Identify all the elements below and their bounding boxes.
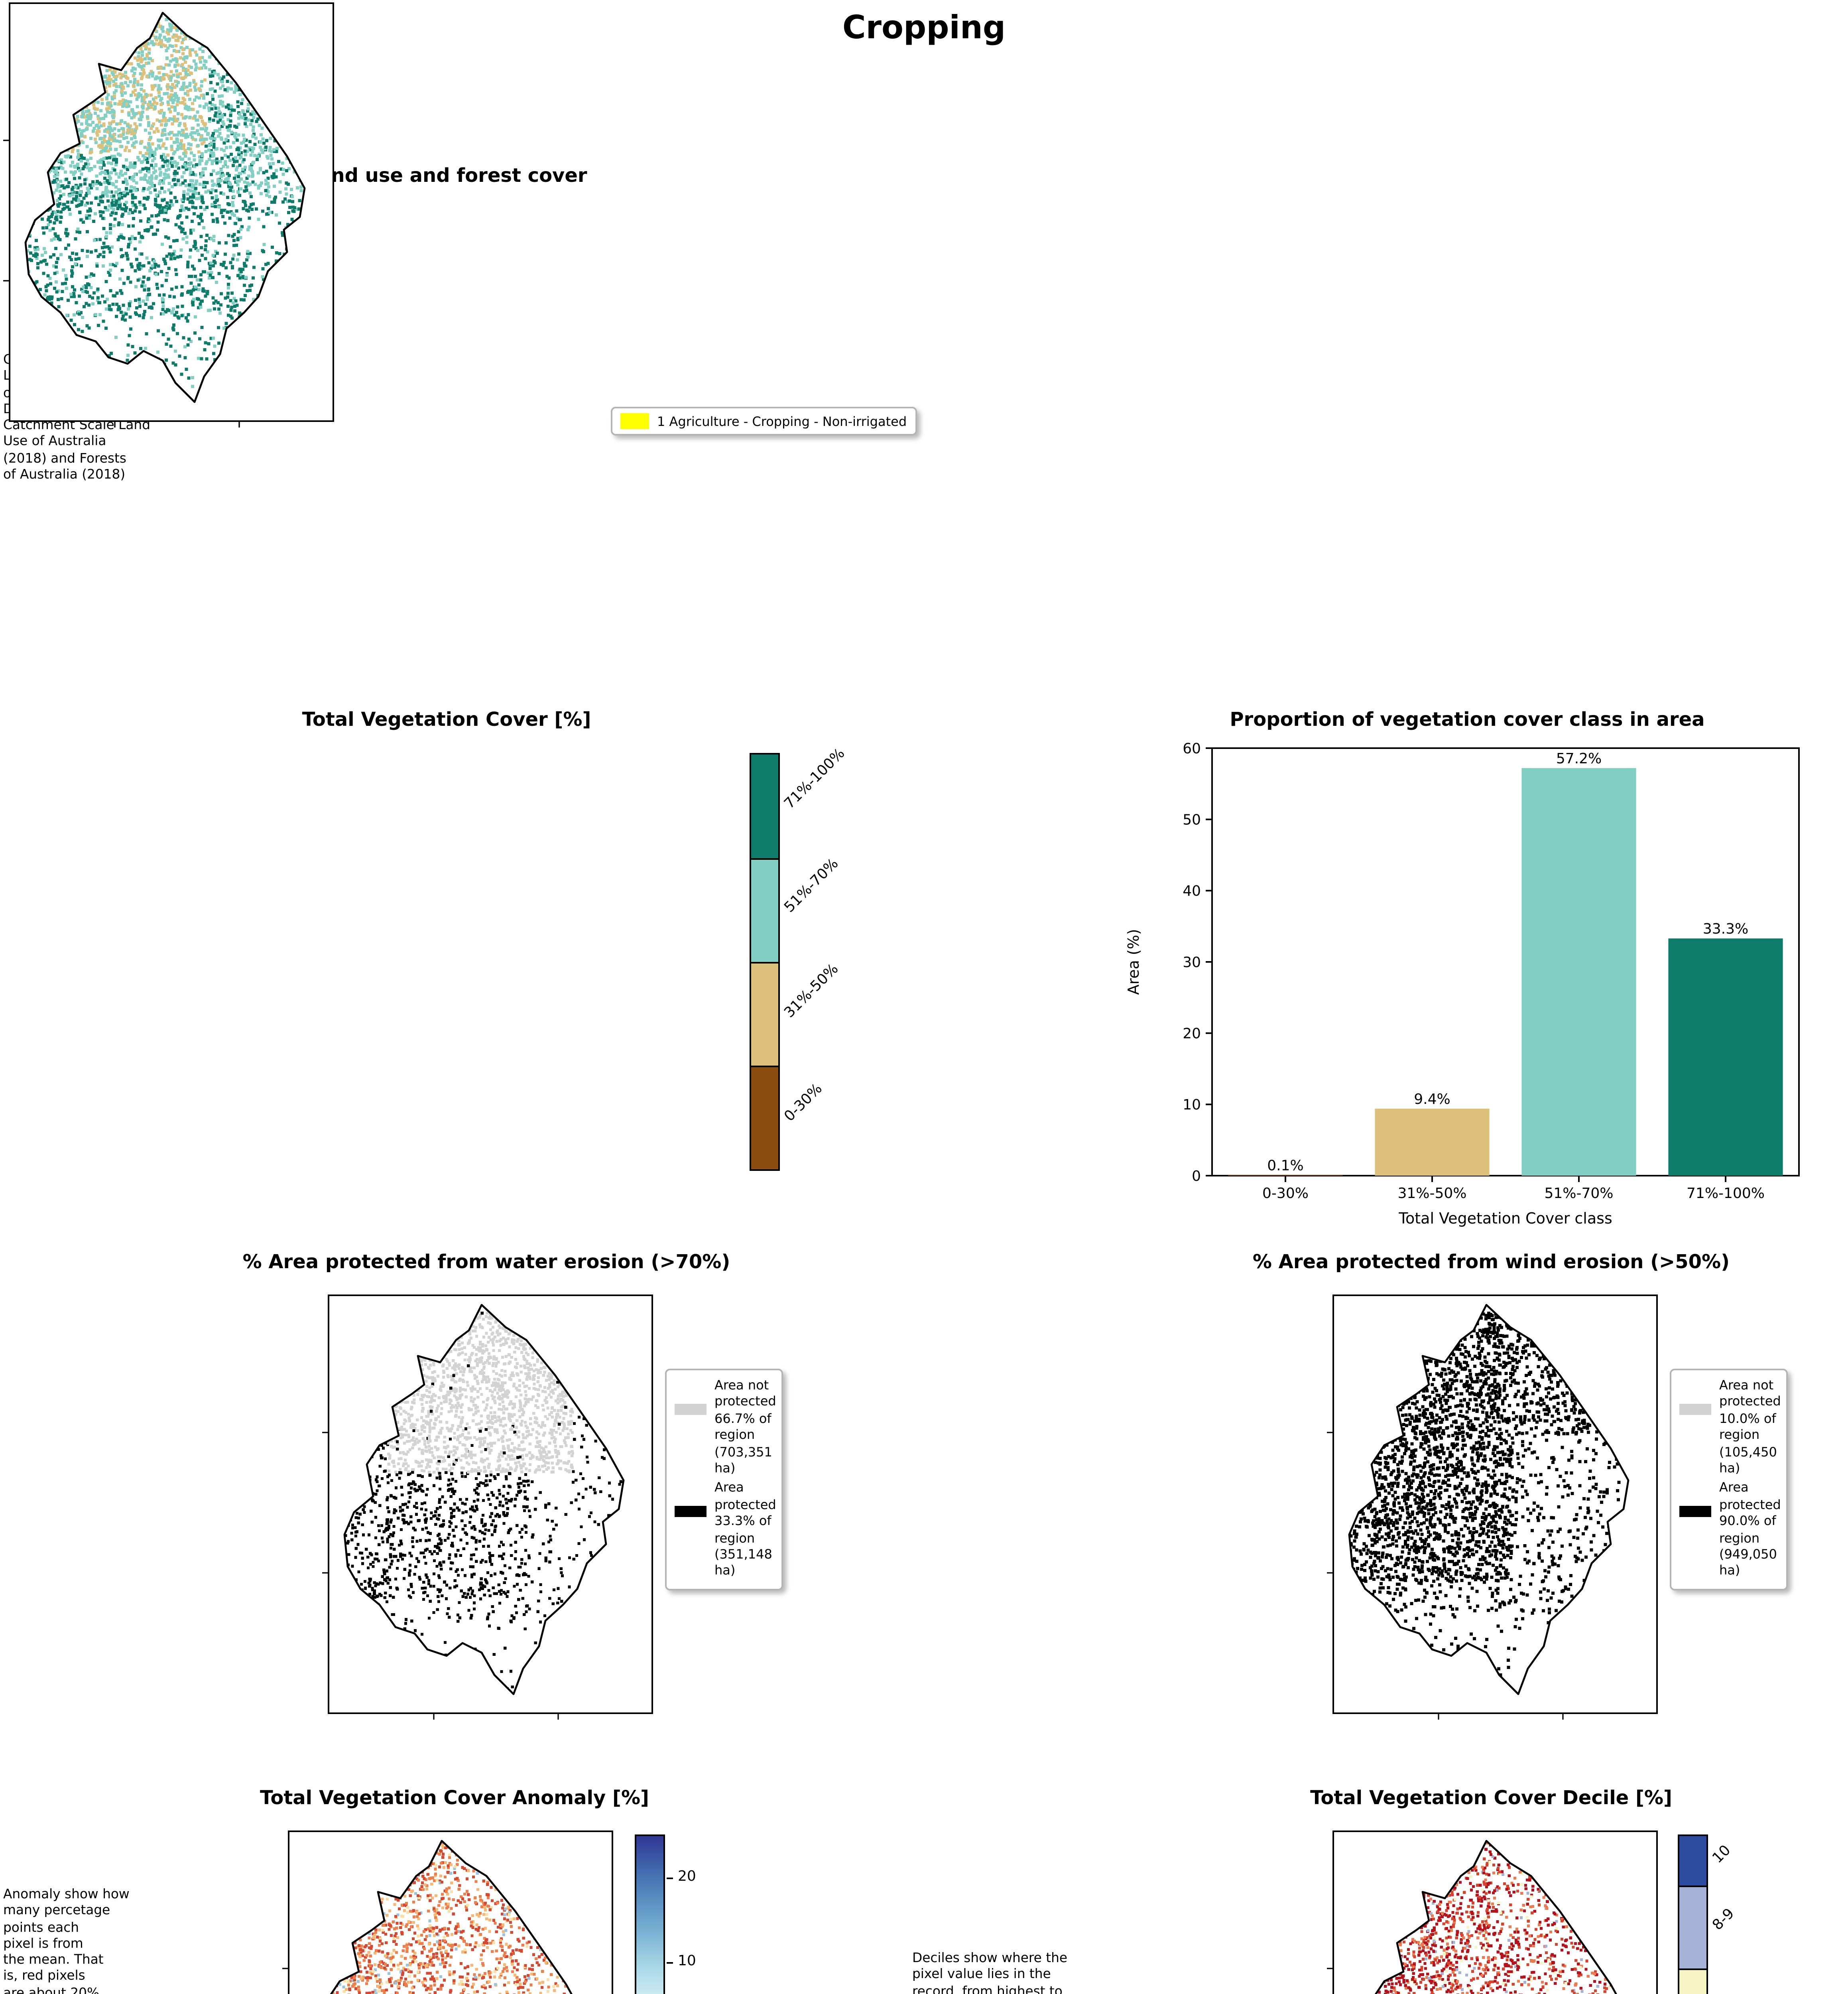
anomaly-tick-10: 10 — [678, 1954, 696, 1970]
colorbar-seg-0-30 — [751, 1066, 778, 1169]
colorbar-seg-31-50 — [751, 962, 778, 1066]
page-title: Cropping — [0, 8, 1848, 46]
wind-erosion-panel-title: % Area protected from wind erosion (>50%… — [1140, 1251, 1842, 1273]
decile-seg-4-7 — [1679, 1968, 1706, 1994]
anomaly-colorbar: 20 10 0 −10 −20 — [635, 1834, 696, 1994]
landuse-legend-label: 1 Agriculture - Cropping - Non-irrigated — [657, 414, 907, 428]
decile-map — [1327, 1830, 1658, 1994]
wind-erosion-legend: Area not protected 10.0% of region (105,… — [1670, 1369, 1788, 1590]
anomaly-map — [282, 1830, 613, 1994]
legend-entry: Area not protected 10.0% of region (105,… — [1679, 1378, 1781, 1478]
decile-seg-10 — [1679, 1836, 1706, 1886]
colorbar-tick — [667, 1962, 673, 1964]
colorbar-seg-51-70 — [751, 858, 778, 962]
anomaly-note: Anomaly show how many percetage points e… — [3, 1886, 182, 1994]
not-protected-swatch — [675, 1404, 707, 1415]
legend-entry: Area protected 90.0% of region (949,050 … — [1679, 1481, 1781, 1580]
decile-label-8-9: 8-9 — [1710, 1906, 1738, 1934]
protected-label: Area protected 90.0% of region (949,050 … — [1719, 1481, 1781, 1580]
veg-cover-colorbar: 71%-100% 51%-70% 31%-50% 0-30% — [750, 746, 849, 1171]
colorbar-label-31-50: 31%-50% — [782, 962, 842, 1022]
colorbar-label-0-30: 0-30% — [782, 1082, 826, 1125]
colorbar-label-71-100: 71%-100% — [782, 746, 849, 813]
wind-erosion-map — [1327, 1295, 1658, 1720]
landuse-legend-swatch — [620, 413, 649, 429]
water-erosion-legend: Area not protected 66.7% of region (703,… — [665, 1369, 783, 1590]
legend-entry: Area protected 33.3% of region (351,148 … — [675, 1481, 776, 1580]
colorbar-seg-71-100 — [751, 755, 778, 858]
veg-cover-panel-title: Total Vegetation Cover [%] — [223, 708, 670, 731]
decile-panel-title: Total Vegetation Cover Decile [%] — [1148, 1787, 1834, 1809]
not-protected-label: Area not protected 10.0% of region (105,… — [1719, 1378, 1781, 1478]
legend-entry: Area not protected 66.7% of region (703,… — [675, 1378, 776, 1478]
decile-label-10: 10 — [1710, 1843, 1735, 1867]
colorbar-tick — [667, 1878, 673, 1879]
anomaly-tick-20: 20 — [678, 1870, 696, 1886]
vegetation-class-bar-chart: 01020304050600.1%0-30%9.4%31%-50%57.2%51… — [1125, 741, 1800, 1227]
landuse-legend: 1 Agriculture - Cropping - Non-irrigated — [611, 407, 917, 435]
decile-colorbar: 10 8-9 4-7 2-3 1 — [1678, 1834, 1738, 1994]
protected-swatch — [675, 1506, 707, 1518]
decile-seg-8-9 — [1679, 1886, 1706, 1969]
protected-swatch — [1679, 1506, 1711, 1518]
veg-cover-map — [3, 2, 334, 428]
anomaly-panel-title: Total Vegetation Cover Anomaly [%] — [112, 1787, 797, 1809]
colorbar-label-51-70: 51%-70% — [782, 856, 842, 916]
water-erosion-map — [322, 1295, 653, 1720]
not-protected-swatch — [1679, 1404, 1711, 1415]
decile-note: Deciles show where the pixel value lies … — [912, 1949, 1136, 1994]
bar-chart-title: Proportion of vegetation cover class in … — [1116, 708, 1818, 731]
water-erosion-panel-title: % Area protected from water erosion (>70… — [136, 1251, 837, 1273]
not-protected-label: Area not protected 66.7% of region (703,… — [714, 1378, 776, 1478]
landuse-panel-title: Land use and forest cover — [223, 164, 670, 187]
protected-label: Area protected 33.3% of region (351,148 … — [714, 1481, 776, 1580]
